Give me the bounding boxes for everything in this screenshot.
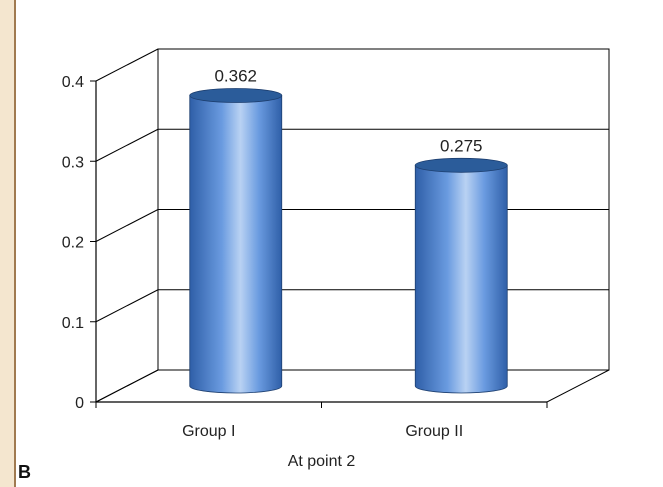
bar-top	[414, 157, 508, 173]
x-tick-label: Group II	[405, 423, 463, 440]
panel-label: B	[18, 462, 31, 482]
bar	[414, 157, 508, 394]
y-tick-label: 0.3	[62, 154, 84, 171]
bar-body	[414, 164, 508, 394]
labels: 0 0.1 0.2 0.3 0.4 0.362 0.275 Group I Group II At…	[62, 66, 483, 470]
x-tick-label: Group I	[182, 423, 235, 440]
gridline-side	[95, 209, 159, 242]
bar-body	[189, 95, 283, 394]
data-label: 0.362	[214, 66, 257, 85]
bar-top	[189, 88, 283, 103]
bars	[189, 88, 508, 394]
gridline-side	[95, 369, 159, 403]
y-tick-label: 0	[75, 395, 84, 412]
data-label: 0.275	[440, 136, 483, 155]
gridlines	[95, 48, 610, 403]
gridline-side	[95, 289, 159, 323]
floor	[95, 369, 610, 403]
y-tick-label: 0.2	[62, 235, 84, 252]
y-tick-label: 0.4	[62, 74, 84, 91]
y-tick-label: 0.1	[62, 315, 84, 332]
x-axis-title: At point 2	[288, 453, 356, 470]
bar	[189, 88, 283, 394]
plot-background	[14, 0, 663, 487]
gridline-side	[95, 128, 159, 162]
gridline-side	[95, 48, 159, 82]
axes	[90, 80, 548, 408]
